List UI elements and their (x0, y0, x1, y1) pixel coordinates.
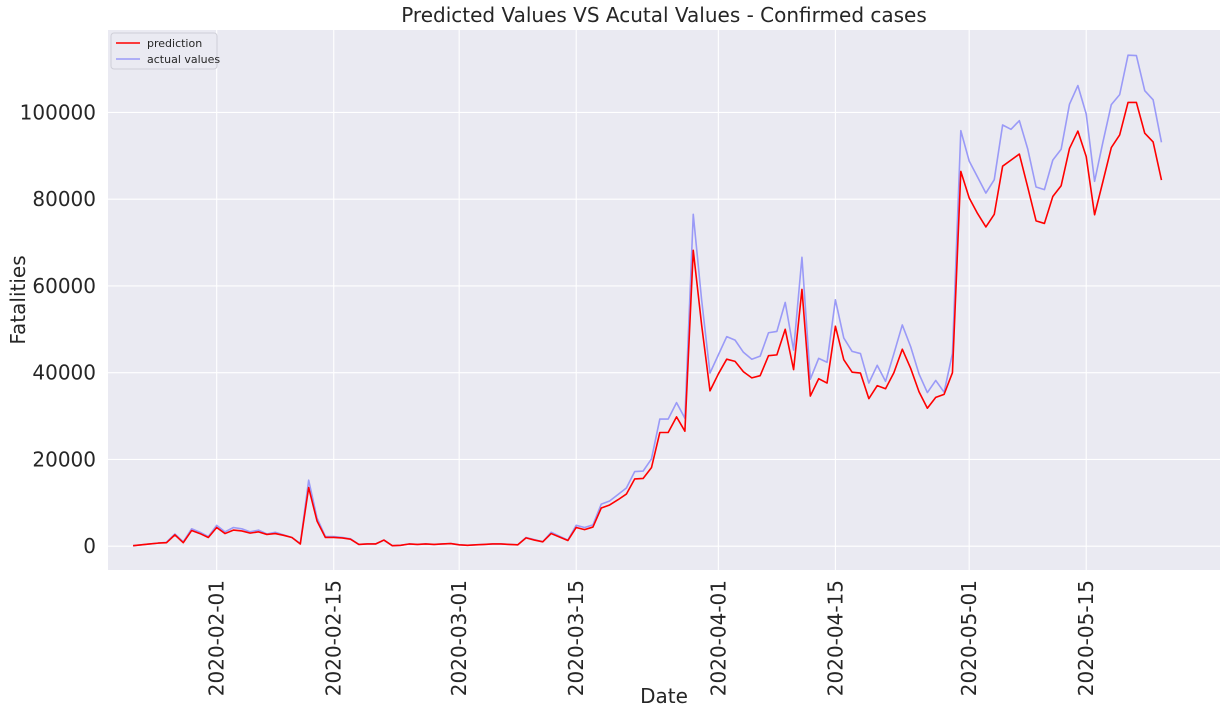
y-tick-label: 60000 (32, 274, 96, 298)
y-tick-label: 40000 (32, 361, 96, 385)
x-tick-label: 2020-03-01 (447, 580, 471, 696)
legend: prediction actual values (110, 32, 220, 70)
legend-box (110, 32, 218, 70)
x-tick-label: 2020-02-15 (322, 580, 346, 696)
y-axis-label: Fatalities (6, 255, 30, 344)
x-tick-label: 2020-02-01 (205, 580, 229, 696)
x-axis-ticks: 2020-02-01 2020-02-15 2020-03-01 2020-03-15… (205, 580, 1099, 696)
x-tick-label: 2020-05-15 (1074, 580, 1098, 696)
y-axis-ticks: 0 20000 40000 60000 80000 100000 (20, 100, 96, 558)
x-tick-label: 2020-04-15 (823, 580, 847, 696)
y-tick-label: 100000 (20, 100, 96, 124)
legend-label-prediction: prediction (147, 37, 202, 50)
x-axis-label: Date (640, 684, 688, 708)
x-tick-label: 2020-05-01 (957, 580, 981, 696)
grid-lines (108, 30, 1220, 570)
series-line-prediction (132, 101, 1163, 547)
y-tick-label: 20000 (32, 447, 96, 471)
x-tick-label: 2020-04-01 (706, 580, 730, 696)
y-tick-label: 0 (83, 534, 96, 558)
series-layer (132, 54, 1163, 547)
y-tick-label: 80000 (32, 187, 96, 211)
chart-title: Predicted Values VS Acutal Values - Conf… (401, 3, 927, 27)
legend-label-actual-values: actual values (147, 53, 220, 66)
plot-area (108, 30, 1220, 570)
x-tick-label: 2020-03-15 (564, 580, 588, 696)
